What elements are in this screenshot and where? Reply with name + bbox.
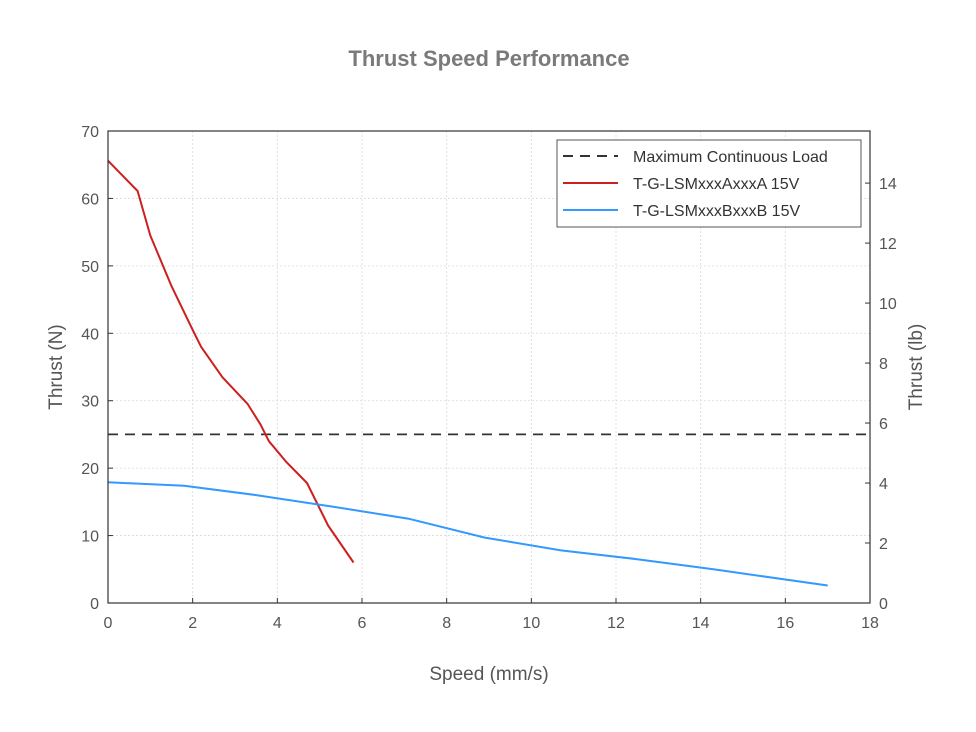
y-tick-label: 70: [81, 124, 99, 141]
y-tick-label: 0: [90, 596, 99, 613]
y-tick-label: 50: [81, 259, 99, 276]
legend-label-0: Maximum Continuous Load: [633, 149, 828, 166]
y-tick-label: 10: [81, 529, 99, 546]
x-tick-label: 12: [607, 615, 625, 632]
y-tick-label: 20: [81, 461, 99, 478]
y-tick-label: 40: [81, 326, 99, 343]
x-tick-label: 8: [442, 615, 451, 632]
legend-label-1: T-G-LSMxxxAxxxA 15V: [633, 176, 800, 193]
y2-tick-label: 10: [879, 296, 897, 313]
y2-tick-label: 6: [879, 416, 888, 433]
series-line-2: [107, 481, 828, 587]
x-tick-label: 16: [776, 615, 794, 632]
y2-tick-label: 12: [879, 236, 897, 253]
series-layer: [107, 160, 870, 587]
y2-tick-label: 4: [879, 476, 888, 493]
chart-title: Thrust Speed Performance: [348, 46, 629, 71]
legend-label-2: T-G-LSMxxxBxxxB 15V: [633, 203, 800, 220]
x-tick-label: 2: [188, 615, 197, 632]
series-line-1: [107, 160, 355, 564]
x-axis-label: Speed (mm/s): [429, 664, 548, 685]
y-tick-label: 30: [81, 394, 99, 411]
y2-tick-label: 2: [879, 536, 888, 553]
x-tick-label: 10: [522, 615, 540, 632]
y2-tick-label: 8: [879, 356, 888, 373]
x-tick-label: 4: [273, 615, 282, 632]
legend: Maximum Continuous Load T-G-LSMxxxAxxxA 1…: [556, 139, 862, 228]
y2-tick-label: 14: [879, 176, 897, 193]
y2-axis-label: Thrust (lb): [906, 324, 927, 411]
y2-tick-label: 0: [879, 596, 888, 613]
x-tick-label: 0: [104, 615, 113, 632]
x-tick-label: 18: [861, 615, 879, 632]
x-tick-label: 6: [358, 615, 367, 632]
tick-layer: 0 2 4 6 8 10 12 14 16 180102030405060700246810121…: [81, 124, 897, 632]
y-tick-label: 60: [81, 191, 99, 208]
y-axis-label: Thrust (N): [46, 324, 67, 410]
plot-frame: [107, 130, 871, 604]
x-tick-label: 14: [692, 615, 710, 632]
